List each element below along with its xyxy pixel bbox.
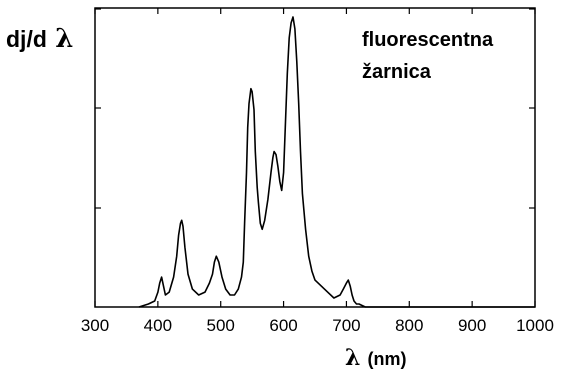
x-axis-ticks [94, 8, 536, 307]
x-tick-label: 600 [269, 316, 297, 335]
y-axis-ticks [95, 8, 535, 209]
x-axis-tick-labels: 300 400 500 600 700 800 900 1000 [81, 316, 554, 335]
legend-line-2: žarnica [362, 61, 432, 83]
x-tick-label: 400 [144, 316, 172, 335]
x-axis-label-symbol: λ [345, 345, 360, 371]
x-axis-label: λ (nm) [345, 345, 406, 371]
legend-line-1: fluorescentna [362, 29, 494, 51]
spectrum-series-line [138, 16, 535, 308]
y-axis-label: dj/d λ [6, 24, 74, 54]
y-axis-label-prefix: dj/d [6, 26, 47, 52]
x-tick-label: 500 [207, 316, 235, 335]
x-tick-label: 800 [395, 316, 423, 335]
x-tick-label: 1000 [516, 316, 554, 335]
y-axis-label-symbol: λ [55, 24, 73, 54]
x-tick-label: 900 [458, 316, 486, 335]
x-axis-label-unit: (nm) [367, 349, 406, 369]
plot-frame [94, 7, 536, 308]
x-tick-label: 300 [81, 316, 109, 335]
x-tick-label: 700 [332, 316, 360, 335]
